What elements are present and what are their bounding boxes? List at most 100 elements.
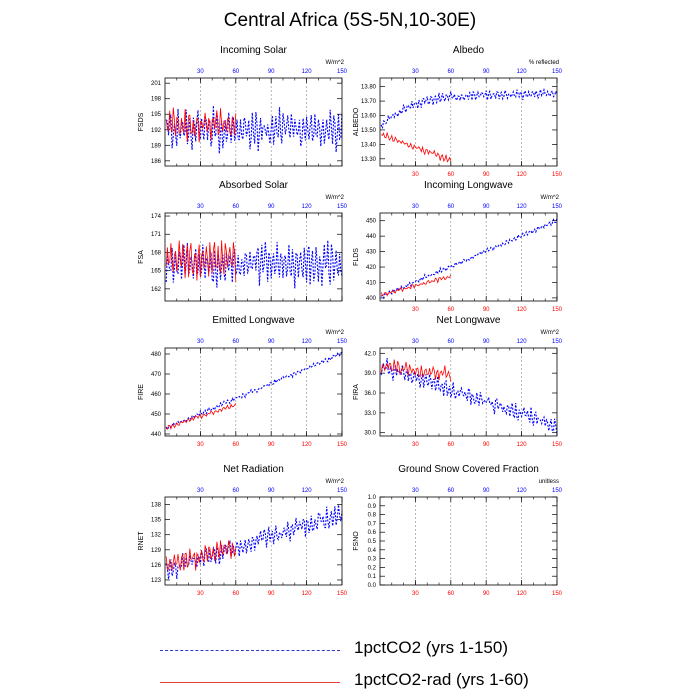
y-tick-label: 0.4	[368, 548, 377, 554]
y-tick-label: 174	[151, 214, 162, 220]
y-tick-label: 13.80	[361, 85, 377, 91]
y-axis-label: FSDS	[138, 112, 145, 131]
y-tick-label: 0.3	[368, 557, 377, 563]
y-tick-label: 400	[366, 296, 377, 302]
x-tick-label-top: 60	[447, 204, 454, 210]
x-tick-label-top: 30	[197, 339, 204, 345]
x-tick-label-top: 150	[552, 204, 563, 210]
panel-flds: Incoming Longwave W/m^2 30 60 90 120 150 30 60 90…	[353, 180, 563, 313]
series-long-line	[380, 87, 558, 129]
panel-units: W/m^2	[326, 479, 345, 485]
x-tick-label-top: 90	[268, 488, 275, 494]
y-tick-label: 165	[151, 269, 162, 275]
y-tick-label: 0.7	[368, 521, 377, 527]
x-tick-label-bottom: 120	[302, 591, 313, 597]
series-short-line	[165, 540, 237, 571]
panel-units: % reflected	[529, 60, 559, 66]
x-tick-label-top: 30	[197, 488, 204, 494]
series-long-line	[380, 218, 558, 300]
panel-units: W/m^2	[541, 330, 560, 336]
x-tick-label-top: 150	[337, 204, 348, 210]
y-tick-label: 189	[151, 143, 162, 149]
panel-fire: Emitted Longwave W/m^2 30 60 90 120 150 30 60 90 1…	[138, 315, 348, 448]
x-tick-label-top: 30	[412, 339, 419, 345]
legend-item-long: 1pctCO2 (yrs 1-150)	[160, 638, 560, 662]
y-axis-label: RNET	[138, 531, 145, 551]
x-tick-label-top: 150	[552, 488, 563, 494]
y-tick-label: 201	[151, 81, 162, 87]
panel-title: Net Longwave	[437, 315, 501, 326]
y-tick-label: 410	[366, 280, 377, 286]
y-tick-label: 171	[151, 232, 162, 238]
x-tick-label-top: 150	[337, 339, 348, 345]
x-tick-label-bottom: 30	[197, 442, 204, 448]
y-axis-label: FIRE	[138, 384, 145, 400]
x-tick-label-top: 60	[232, 204, 239, 210]
x-tick-label-top: 60	[232, 488, 239, 494]
x-tick-label-bottom: 150	[552, 307, 563, 313]
x-tick-label-bottom: 30	[412, 307, 419, 313]
x-tick-label-bottom: 90	[483, 172, 490, 178]
x-tick-label-bottom: 150	[337, 442, 348, 448]
series-long-line	[165, 240, 343, 289]
x-tick-label-top: 120	[302, 339, 313, 345]
plot-frame	[164, 212, 343, 302]
x-tick-label-bottom: 60	[447, 172, 454, 178]
x-tick-label-top: 150	[552, 69, 563, 75]
x-tick-label-bottom: 120	[517, 307, 528, 313]
x-tick-label-bottom: 90	[268, 442, 275, 448]
x-tick-label-bottom: 60	[232, 591, 239, 597]
x-tick-label-bottom: 90	[483, 591, 490, 597]
x-tick-label-bottom: 30	[197, 591, 204, 597]
y-axis-label: ALBEDO	[353, 107, 360, 136]
y-tick-label: 13.50	[361, 128, 377, 134]
panel-title: Ground Snow Covered Fraction	[398, 464, 539, 475]
series-long-line	[165, 504, 343, 580]
plot-frame	[164, 347, 343, 437]
plot-frame	[164, 77, 343, 167]
plot-frame	[379, 212, 558, 302]
x-tick-label-top: 90	[483, 339, 490, 345]
y-tick-label: 195	[151, 112, 162, 118]
y-tick-label: 30.0	[364, 431, 376, 437]
series-short-line	[380, 274, 452, 297]
x-tick-label-top: 120	[517, 488, 528, 494]
x-tick-label-top: 90	[268, 69, 275, 75]
y-tick-label: 123	[151, 578, 162, 584]
x-tick-label-top: 150	[337, 488, 348, 494]
y-tick-label: 0.0	[368, 583, 377, 589]
y-tick-label: 138	[151, 503, 162, 509]
x-tick-label-top: 90	[483, 204, 490, 210]
y-tick-label: 36.0	[364, 391, 376, 397]
panel-units: unitless	[539, 479, 559, 485]
panel-title: Incoming Longwave	[424, 180, 513, 191]
panel-fsds: Incoming Solar W/m^2 30 60 90 120 150 186 189 192…	[138, 45, 348, 167]
x-tick-label-top: 120	[517, 339, 528, 345]
plot-frame	[379, 347, 558, 437]
plot-frame	[379, 496, 558, 586]
panel-title: Incoming Solar	[220, 45, 287, 56]
y-axis-label: FIRA	[353, 384, 360, 400]
panel-units: W/m^2	[326, 330, 345, 336]
x-tick-label-bottom: 120	[517, 442, 528, 448]
series-short-line	[165, 107, 237, 143]
y-tick-label: 42.0	[364, 351, 376, 357]
x-tick-label-bottom: 60	[447, 307, 454, 313]
x-tick-label-bottom: 150	[552, 442, 563, 448]
x-tick-label-bottom: 30	[412, 591, 419, 597]
panel-title: Net Radiation	[223, 464, 284, 475]
panel-units: W/m^2	[541, 195, 560, 201]
x-tick-label-bottom: 120	[517, 591, 528, 597]
x-tick-label-bottom: 90	[268, 591, 275, 597]
y-tick-label: 480	[151, 352, 162, 358]
x-tick-label-top: 30	[197, 69, 204, 75]
y-tick-label: 135	[151, 518, 162, 524]
page-title: Central Africa (5S-5N,10-30E)	[223, 10, 477, 31]
x-tick-label-top: 30	[412, 204, 419, 210]
x-tick-label-bottom: 30	[412, 172, 419, 178]
panel-rnet: Net Radiation W/m^2 30 60 90 120 150 30 60 90 120 1…	[138, 464, 348, 597]
plot-frame	[164, 496, 343, 586]
y-tick-label: 126	[151, 563, 162, 569]
x-tick-label-bottom: 150	[552, 172, 563, 178]
y-tick-label: 440	[366, 234, 377, 240]
